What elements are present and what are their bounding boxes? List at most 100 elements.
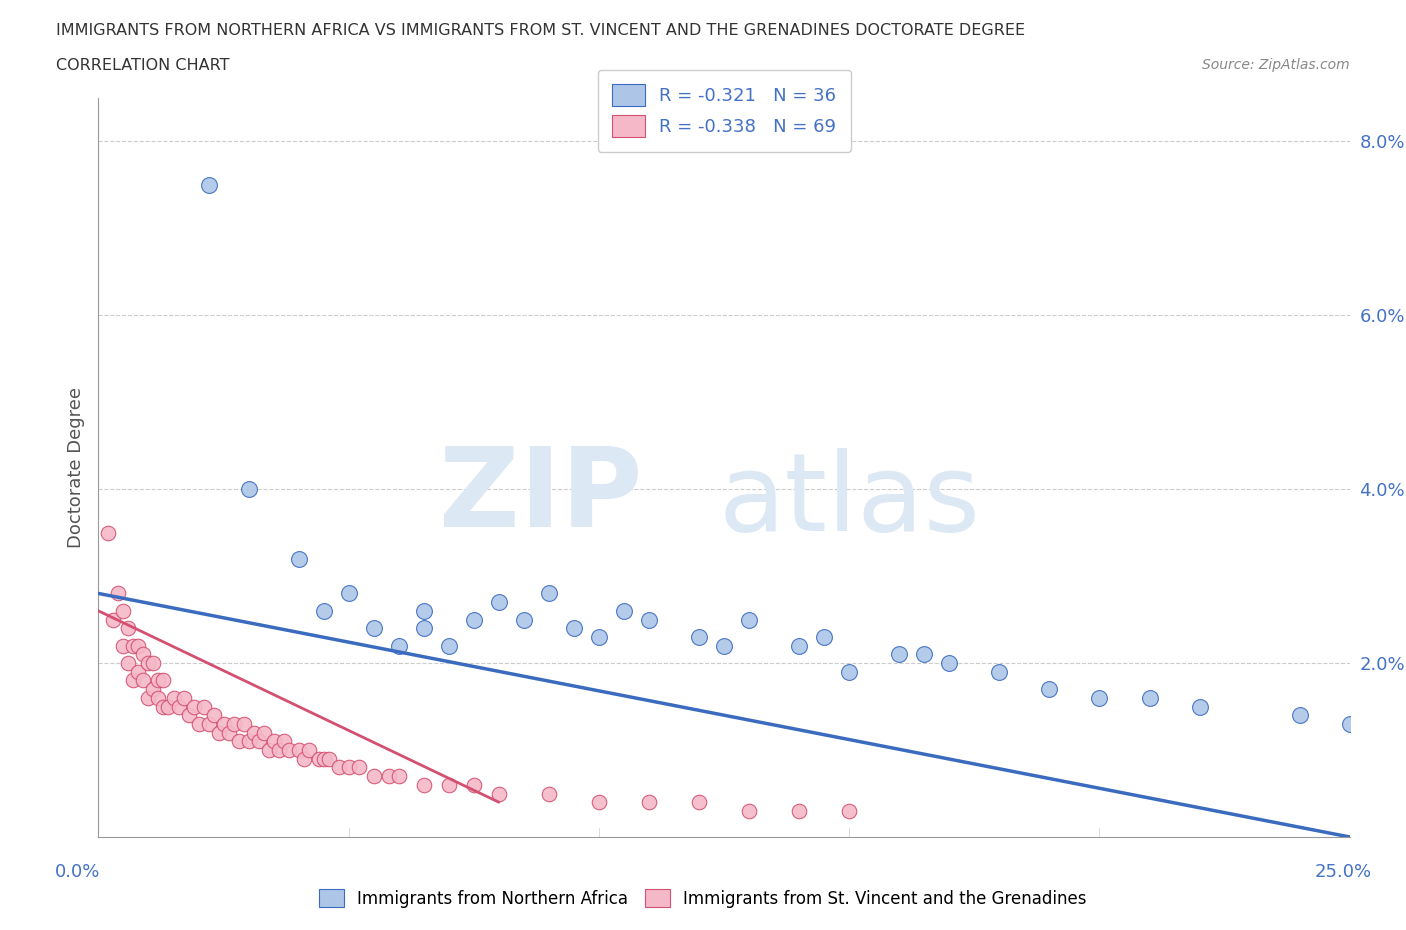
Point: [588, 630, 610, 644]
Point: [1339, 716, 1361, 731]
Point: [152, 699, 174, 714]
Point: [152, 673, 174, 688]
Point: [912, 647, 935, 662]
Point: [292, 751, 315, 766]
Point: [347, 760, 370, 775]
Point: [1088, 690, 1111, 705]
Point: [838, 804, 860, 818]
Point: [117, 621, 139, 636]
Point: [1288, 708, 1310, 723]
Point: [207, 725, 229, 740]
Point: [263, 734, 285, 749]
Point: [138, 656, 160, 671]
Point: [218, 725, 240, 740]
Point: [212, 716, 235, 731]
Point: [132, 673, 155, 688]
Point: [1038, 682, 1060, 697]
Point: [273, 734, 295, 749]
Point: [112, 638, 135, 653]
Point: [388, 638, 411, 653]
Point: [132, 647, 155, 662]
Point: [312, 604, 335, 618]
Point: [318, 751, 340, 766]
Point: [162, 690, 184, 705]
Point: [328, 760, 350, 775]
Point: [838, 664, 860, 679]
Point: [513, 612, 536, 627]
Point: [437, 777, 460, 792]
Point: [363, 621, 385, 636]
Text: Source: ZipAtlas.com: Source: ZipAtlas.com: [1202, 58, 1350, 72]
Point: [232, 716, 254, 731]
Point: [412, 604, 434, 618]
Point: [562, 621, 585, 636]
Point: [813, 630, 835, 644]
Point: [688, 630, 710, 644]
Point: [173, 690, 195, 705]
Legend: Immigrants from Northern Africa, Immigrants from St. Vincent and the Grenadines: Immigrants from Northern Africa, Immigra…: [312, 883, 1094, 914]
Y-axis label: Doctorate Degree: Doctorate Degree: [66, 387, 84, 548]
Point: [148, 673, 170, 688]
Point: [287, 742, 309, 757]
Point: [889, 647, 911, 662]
Point: [588, 795, 610, 810]
Point: [127, 638, 149, 653]
Point: [412, 621, 434, 636]
Point: [337, 760, 360, 775]
Text: 0.0%: 0.0%: [55, 863, 100, 882]
Point: [242, 725, 264, 740]
Point: [247, 734, 270, 749]
Point: [193, 699, 215, 714]
Point: [183, 699, 205, 714]
Legend: R = -0.321   N = 36, R = -0.338   N = 69: R = -0.321 N = 36, R = -0.338 N = 69: [598, 70, 851, 152]
Point: [107, 586, 129, 601]
Point: [738, 612, 761, 627]
Point: [148, 690, 170, 705]
Point: [713, 638, 735, 653]
Point: [337, 586, 360, 601]
Point: [112, 604, 135, 618]
Point: [988, 664, 1011, 679]
Point: [463, 612, 485, 627]
Point: [228, 734, 250, 749]
Point: [238, 482, 260, 497]
Point: [142, 682, 165, 697]
Point: [787, 638, 810, 653]
Point: [412, 777, 434, 792]
Point: [267, 742, 290, 757]
Point: [142, 656, 165, 671]
Point: [488, 786, 510, 801]
Point: [298, 742, 321, 757]
Point: [537, 586, 560, 601]
Text: atlas: atlas: [718, 447, 980, 553]
Point: [202, 708, 225, 723]
Point: [537, 786, 560, 801]
Point: [938, 656, 960, 671]
Point: [257, 742, 280, 757]
Point: [222, 716, 245, 731]
Point: [363, 769, 385, 784]
Text: 25.0%: 25.0%: [1315, 863, 1371, 882]
Point: [117, 656, 139, 671]
Point: [308, 751, 330, 766]
Point: [197, 178, 219, 193]
Point: [122, 638, 145, 653]
Point: [638, 612, 661, 627]
Point: [377, 769, 399, 784]
Point: [277, 742, 299, 757]
Text: CORRELATION CHART: CORRELATION CHART: [56, 58, 229, 73]
Point: [738, 804, 761, 818]
Point: [312, 751, 335, 766]
Point: [177, 708, 200, 723]
Point: [252, 725, 274, 740]
Point: [1139, 690, 1161, 705]
Point: [157, 699, 180, 714]
Point: [613, 604, 636, 618]
Point: [197, 716, 219, 731]
Point: [1188, 699, 1211, 714]
Point: [488, 594, 510, 609]
Point: [138, 690, 160, 705]
Point: [127, 664, 149, 679]
Point: [463, 777, 485, 792]
Point: [167, 699, 190, 714]
